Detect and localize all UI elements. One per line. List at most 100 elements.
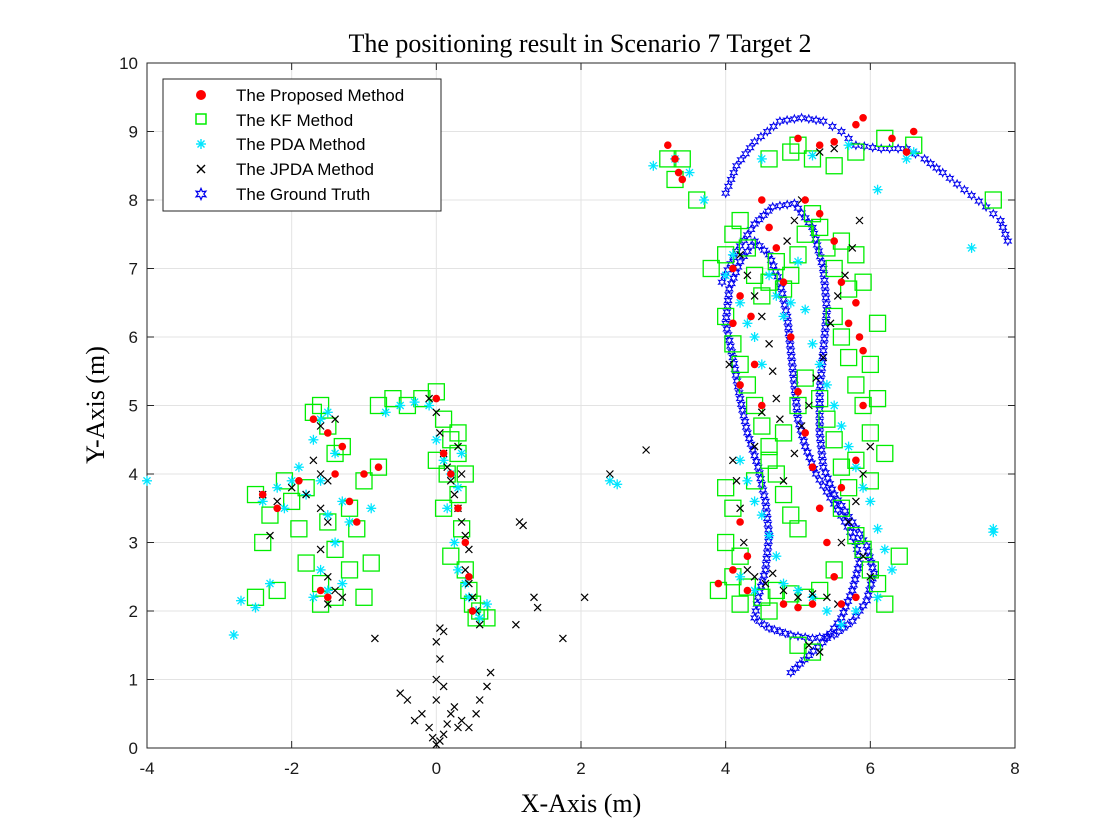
- kf-point: [731, 355, 749, 374]
- pda-point: [872, 184, 883, 195]
- ground-truth-point: [989, 209, 998, 219]
- pda-point: [431, 434, 442, 445]
- legend-marker-proposed: [196, 90, 206, 100]
- pda-point: [966, 242, 977, 253]
- kf-point: [369, 396, 388, 415]
- proposed-point: [432, 394, 441, 403]
- ground-truth-point: [812, 115, 821, 125]
- jpda-point: [302, 490, 311, 499]
- proposed-point: [902, 148, 911, 156]
- legend-marker-jpda: [196, 164, 206, 174]
- jpda-point: [530, 593, 538, 602]
- proposed-point: [736, 292, 744, 300]
- kf-point: [868, 574, 887, 593]
- y-tick-label: 0: [129, 739, 138, 758]
- pda-point: [836, 619, 847, 630]
- ground-truth-point: [783, 115, 792, 125]
- pda-point: [228, 630, 239, 640]
- x-tick-label: 8: [1010, 759, 1019, 778]
- ground-truth-point: [974, 196, 983, 206]
- proposed-point: [758, 196, 766, 204]
- kf-point: [825, 157, 843, 175]
- jpda-point: [855, 216, 864, 225]
- kf-point: [717, 307, 735, 326]
- jpda-point: [757, 408, 766, 417]
- kf-point: [868, 389, 887, 408]
- legend: The Proposed Method The KF Method The PD…: [162, 78, 442, 212]
- jpda-point: [472, 709, 481, 718]
- kf-point: [745, 266, 764, 285]
- kf-point: [854, 540, 872, 558]
- jpda-point: [410, 716, 419, 725]
- kf-point: [861, 424, 879, 442]
- ground-truth-point: [945, 173, 954, 183]
- pda-point: [142, 475, 152, 486]
- proposed-point: [316, 586, 325, 595]
- kf-point: [825, 307, 843, 326]
- pda-point: [337, 578, 348, 589]
- ground-truth-point: [741, 417, 749, 426]
- proposed-point: [714, 579, 723, 588]
- pda-point: [785, 297, 796, 308]
- jpda-point: [454, 723, 462, 732]
- pda-point: [742, 318, 753, 329]
- ground-truth-point: [815, 475, 824, 485]
- jpda-point: [483, 682, 491, 691]
- x-tick-label: 6: [866, 759, 875, 778]
- kf-point: [717, 533, 735, 552]
- kf-point: [832, 499, 851, 517]
- jpda-point: [432, 637, 441, 646]
- pda-point: [272, 482, 283, 493]
- jpda-point: [331, 415, 340, 424]
- jpda-point: [425, 723, 434, 732]
- kf-point: [876, 444, 894, 463]
- y-tick-label: 10: [119, 54, 138, 73]
- jpda-point: [457, 716, 466, 725]
- proposed-point: [852, 593, 860, 602]
- ground-truth-point: [804, 114, 813, 124]
- ground-truth-point: [722, 324, 731, 334]
- jpda-point: [808, 589, 817, 598]
- pda-point: [366, 503, 377, 514]
- ground-truth-point: [737, 155, 745, 165]
- ground-truth-point: [830, 499, 839, 509]
- jpda-point: [435, 655, 444, 663]
- jpda-point: [841, 271, 849, 280]
- chart-title: The positioning result in Scenario 7 Tar…: [349, 29, 812, 58]
- jpda-point: [580, 593, 589, 602]
- proposed-point: [324, 593, 332, 602]
- proposed-point: [815, 141, 824, 149]
- jpda-point: [819, 353, 828, 362]
- proposed-point: [729, 319, 737, 328]
- jpda-point: [443, 720, 452, 728]
- kf-point: [832, 458, 851, 476]
- proposed-point: [837, 600, 846, 608]
- pda-point: [727, 249, 738, 260]
- proposed-point: [729, 566, 737, 574]
- jpda-point: [461, 531, 470, 540]
- jpda-point: [428, 733, 437, 742]
- jpda-point: [775, 415, 784, 424]
- kf-point: [355, 588, 373, 606]
- kf-point: [369, 458, 388, 476]
- jpda-point: [432, 696, 441, 704]
- kf-point: [782, 585, 800, 603]
- ground-truth-point: [790, 114, 799, 124]
- kf-point: [854, 396, 872, 415]
- proposed-point: [859, 346, 867, 355]
- legend-marker-pda: [196, 139, 206, 149]
- kf-point: [753, 588, 771, 606]
- jpda-point: [743, 565, 752, 574]
- jpda-point: [765, 339, 774, 348]
- pda-point: [872, 523, 883, 534]
- ground-truth-point: [746, 143, 755, 153]
- kf-point: [782, 143, 800, 161]
- kf-point: [333, 437, 351, 456]
- jpda-point: [790, 449, 799, 458]
- proposed-point: [765, 223, 773, 232]
- jpda-point: [338, 593, 347, 602]
- proposed-point: [454, 504, 462, 513]
- pda-point: [988, 527, 999, 538]
- jpda-point: [273, 497, 282, 506]
